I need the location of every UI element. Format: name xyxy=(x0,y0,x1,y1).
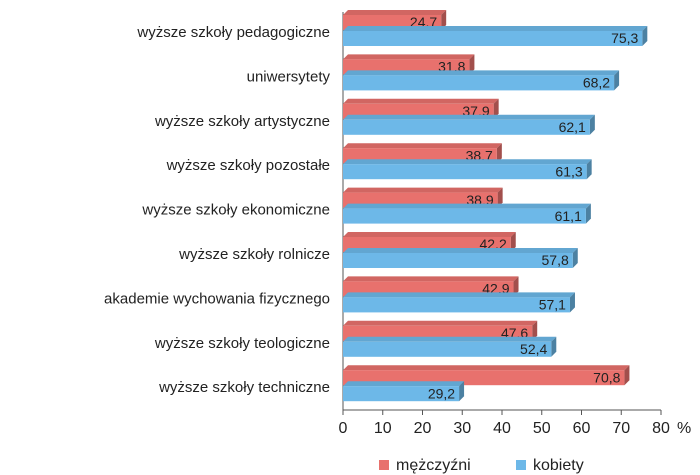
bar-face xyxy=(513,276,519,297)
bar-face xyxy=(343,253,573,268)
legend-swatch xyxy=(516,460,526,470)
y-tick-label: akademie wychowania fizycznego xyxy=(104,290,330,307)
bar-face xyxy=(441,10,447,30)
bar-face xyxy=(510,232,516,252)
bar-face xyxy=(551,336,557,357)
bar-face xyxy=(469,54,475,75)
legend-label: kobiety xyxy=(533,457,584,474)
x-tick-label: 50 xyxy=(533,420,551,437)
bar-face xyxy=(343,208,586,224)
bar-face xyxy=(343,159,592,165)
bar-face xyxy=(343,143,502,149)
bar-face xyxy=(343,292,575,298)
bar xyxy=(343,336,557,357)
bar-face xyxy=(497,187,503,208)
bar xyxy=(343,203,591,224)
bar-face xyxy=(343,386,460,402)
bar-face xyxy=(642,26,648,46)
x-unit: % xyxy=(677,420,691,437)
bar-face xyxy=(343,75,615,91)
bar-face xyxy=(572,248,578,268)
bar-face xyxy=(624,365,630,386)
bar-face xyxy=(569,292,575,313)
bar-face xyxy=(343,320,538,326)
y-tick-label: wyższe szkoły teologiczne xyxy=(154,335,330,352)
x-tick-label: 70 xyxy=(612,420,630,437)
y-tick-label: wyższe szkoły pozostałe xyxy=(166,157,330,174)
bar-face xyxy=(343,341,552,357)
value-label: 61,3 xyxy=(555,163,582,179)
bar-face xyxy=(343,54,475,60)
bar-face xyxy=(589,114,595,135)
bar-face xyxy=(343,248,578,253)
bar-face xyxy=(532,320,538,341)
bar-face xyxy=(459,381,465,402)
x-tick-label: 0 xyxy=(339,420,348,437)
bar-face xyxy=(343,164,587,180)
bar-face xyxy=(343,381,465,387)
bar xyxy=(343,26,648,46)
bar-face xyxy=(343,26,648,31)
y-tick-label: wyższe szkoły ekonomiczne xyxy=(141,202,330,219)
value-label: 57,1 xyxy=(539,297,566,313)
bar xyxy=(343,292,575,313)
bar-face xyxy=(343,232,516,237)
bar xyxy=(343,70,620,91)
bar-face xyxy=(585,203,591,224)
bar-face xyxy=(343,119,590,135)
value-label: 62,1 xyxy=(559,119,586,135)
bar-face xyxy=(343,187,503,193)
bar-face xyxy=(343,98,499,104)
value-label: 68,2 xyxy=(583,75,610,91)
bar-face xyxy=(586,159,592,180)
bar-face xyxy=(343,10,447,15)
y-tick-label: wyższe szkoły artystyczne xyxy=(154,113,330,130)
bar xyxy=(343,381,465,402)
y-tick-label: uniwersytety xyxy=(247,68,331,85)
bar xyxy=(343,159,592,180)
bar-face xyxy=(343,203,591,209)
value-label: 57,8 xyxy=(542,252,569,268)
x-tick-label: 30 xyxy=(453,420,471,437)
value-label: 29,2 xyxy=(428,385,455,401)
bar xyxy=(343,248,578,268)
bar-face xyxy=(493,98,499,119)
bar xyxy=(343,114,595,135)
bar-face xyxy=(614,70,620,91)
bar-face xyxy=(343,365,630,371)
bar-face xyxy=(343,31,643,46)
bar-face xyxy=(343,276,519,282)
bar-face xyxy=(343,336,557,342)
legend-swatch xyxy=(379,460,389,470)
legend-label: mężczyźni xyxy=(396,457,471,474)
x-tick-label: 40 xyxy=(493,420,511,437)
value-label: 75,3 xyxy=(611,30,638,46)
bar-face xyxy=(343,70,620,76)
bar-face xyxy=(343,114,595,120)
y-tick-label: wyższe szkoły techniczne xyxy=(158,379,330,396)
bar-face xyxy=(343,297,570,313)
x-tick-label: 20 xyxy=(414,420,432,437)
x-tick-label: 10 xyxy=(374,420,392,437)
value-label: 61,1 xyxy=(555,208,582,224)
y-tick-label: wyższe szkoły rolnicze xyxy=(178,246,330,263)
value-label: 70,8 xyxy=(593,369,620,385)
x-tick-label: 80 xyxy=(652,420,670,437)
x-tick-label: 60 xyxy=(573,420,591,437)
value-label: 52,4 xyxy=(520,341,547,357)
y-tick-label: wyższe szkoły pedagogiczne xyxy=(136,24,330,41)
bar-face xyxy=(496,143,502,164)
